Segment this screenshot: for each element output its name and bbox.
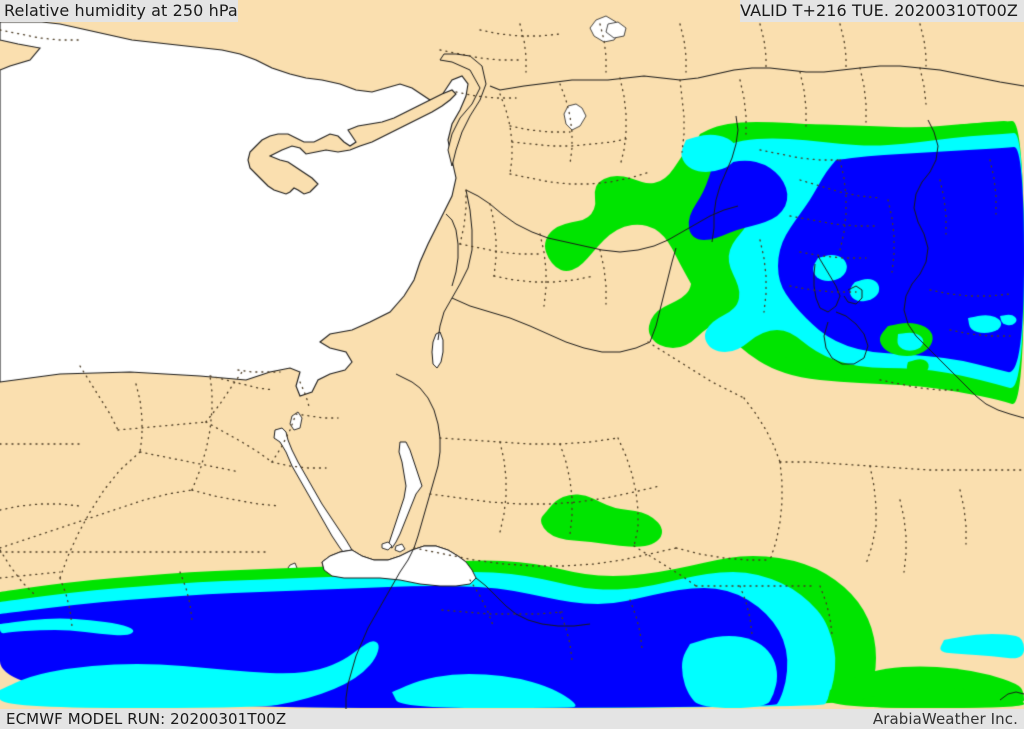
page-title: Relative humidity at 250 hPa <box>4 1 238 20</box>
footer-bar: ECMWF MODEL RUN: 20200301T00Z ArabiaWeat… <box>0 709 1024 729</box>
attribution-label: ArabiaWeather Inc. <box>872 709 1018 728</box>
model-run-label: ECMWF MODEL RUN: 20200301T00Z <box>6 709 287 728</box>
valid-time-label: VALID T+216 TUE. 20200310T00Z <box>740 1 1018 20</box>
title-bar: Relative humidity at 250 hPa <box>0 0 238 22</box>
valid-time-bar: VALID T+216 TUE. 20200310T00Z <box>740 0 1024 22</box>
